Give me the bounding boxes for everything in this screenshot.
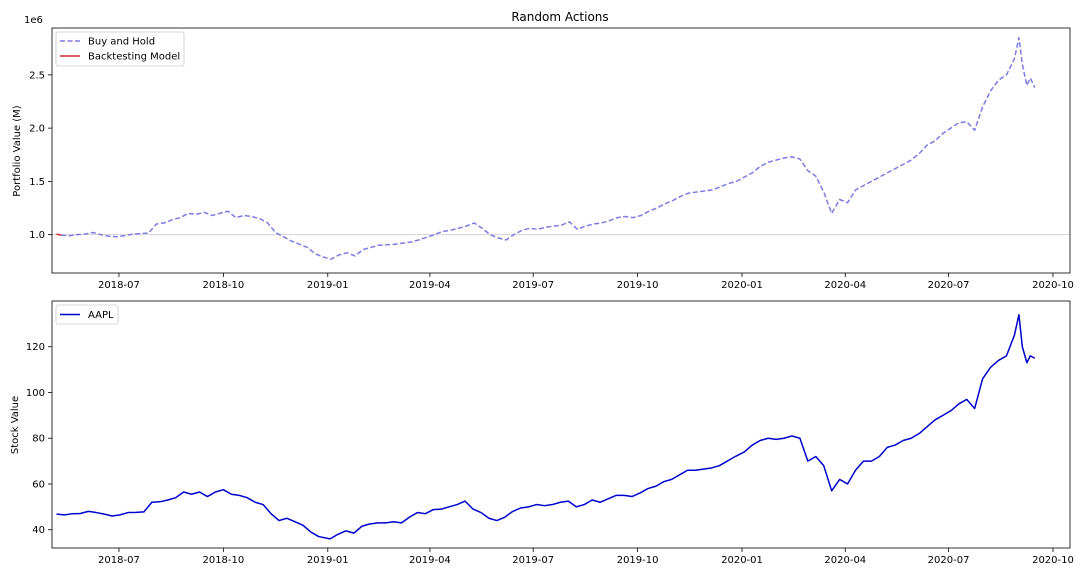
- x-tick-label: 2020-07: [928, 280, 970, 291]
- x-tick-label: 2020-01: [721, 555, 763, 566]
- x-tick-label: 2019-01: [307, 280, 349, 291]
- legend-label-buy-and-hold: Buy and Hold: [88, 37, 155, 48]
- stock-chart: 2018-07 2018-10 2019-01 2019-04 2019-07 2019-…: [10, 300, 1074, 566]
- y-offset-label: 1e6: [24, 15, 43, 26]
- x-axis-ticks: 2018-07 2018-10 2019-01 2019-04 2019-07 2019-…: [98, 548, 1074, 566]
- y-axis-ticks: 1.0 1.5 2.0 2.5: [29, 70, 52, 241]
- x-tick-label: 2019-04: [409, 555, 451, 566]
- x-tick-label: 2019-04: [409, 280, 451, 291]
- plot-frame: [51, 300, 1071, 549]
- x-tick-label: 2019-01: [307, 555, 349, 566]
- legend-label-aapl: AAPL: [88, 310, 114, 321]
- series-line-backtesting-model: [56, 233, 62, 236]
- x-tick-label: 2020-04: [824, 280, 866, 291]
- portfolio-chart: Random Actions 1e6 2018-07 2018-10 2019-01…: [12, 10, 1074, 291]
- x-tick-label: 2018-10: [202, 280, 244, 291]
- legend: Buy and Hold Backtesting Model: [55, 31, 185, 67]
- x-tick-label: 2019-07: [512, 555, 554, 566]
- y-tick-label: 120: [26, 342, 45, 353]
- y-tick-label: 80: [32, 434, 45, 445]
- y-tick-label: 2.0: [29, 124, 45, 135]
- x-tick-label: 2018-07: [98, 555, 140, 566]
- series-line-buy-and-hold: [61, 36, 1036, 260]
- x-tick-label: 2020-07: [928, 555, 970, 566]
- legend-label-backtesting-model: Backtesting Model: [88, 52, 180, 63]
- x-tick-label: 2020-01: [721, 280, 763, 291]
- y-tick-label: 100: [26, 388, 45, 399]
- y-axis-label: Portfolio Value (M): [12, 105, 23, 196]
- x-tick-label: 2018-07: [98, 280, 140, 291]
- plot-frame: [51, 27, 1071, 274]
- y-tick-label: 1.5: [29, 177, 45, 188]
- y-tick-label: 1.0: [29, 230, 45, 241]
- x-tick-label: 2019-10: [617, 280, 659, 291]
- y-tick-label: 60: [32, 479, 45, 490]
- x-axis-ticks: 2018-07 2018-10 2019-01 2019-04 2019-07 2019-…: [98, 273, 1074, 291]
- legend-box: [55, 304, 119, 325]
- x-tick-label: 2019-07: [512, 280, 554, 291]
- y-tick-label: 40: [32, 525, 45, 536]
- x-tick-label: 2020-10: [1032, 555, 1074, 566]
- series-group: [56, 36, 1036, 260]
- y-axis-ticks: 40 60 80 100 120: [26, 342, 52, 536]
- y-axis-label: Stock Value: [10, 396, 21, 454]
- x-tick-label: 2020-04: [824, 555, 866, 566]
- chart-title: Random Actions: [511, 10, 608, 24]
- series-line-aapl: [56, 313, 1036, 540]
- y-tick-label: 2.5: [29, 70, 45, 81]
- legend: AAPL: [55, 304, 119, 325]
- legend-box: [55, 31, 185, 67]
- x-tick-label: 2019-10: [617, 555, 659, 566]
- x-tick-label: 2018-10: [202, 555, 244, 566]
- series-group: [56, 313, 1036, 540]
- x-tick-label: 2020-10: [1032, 280, 1074, 291]
